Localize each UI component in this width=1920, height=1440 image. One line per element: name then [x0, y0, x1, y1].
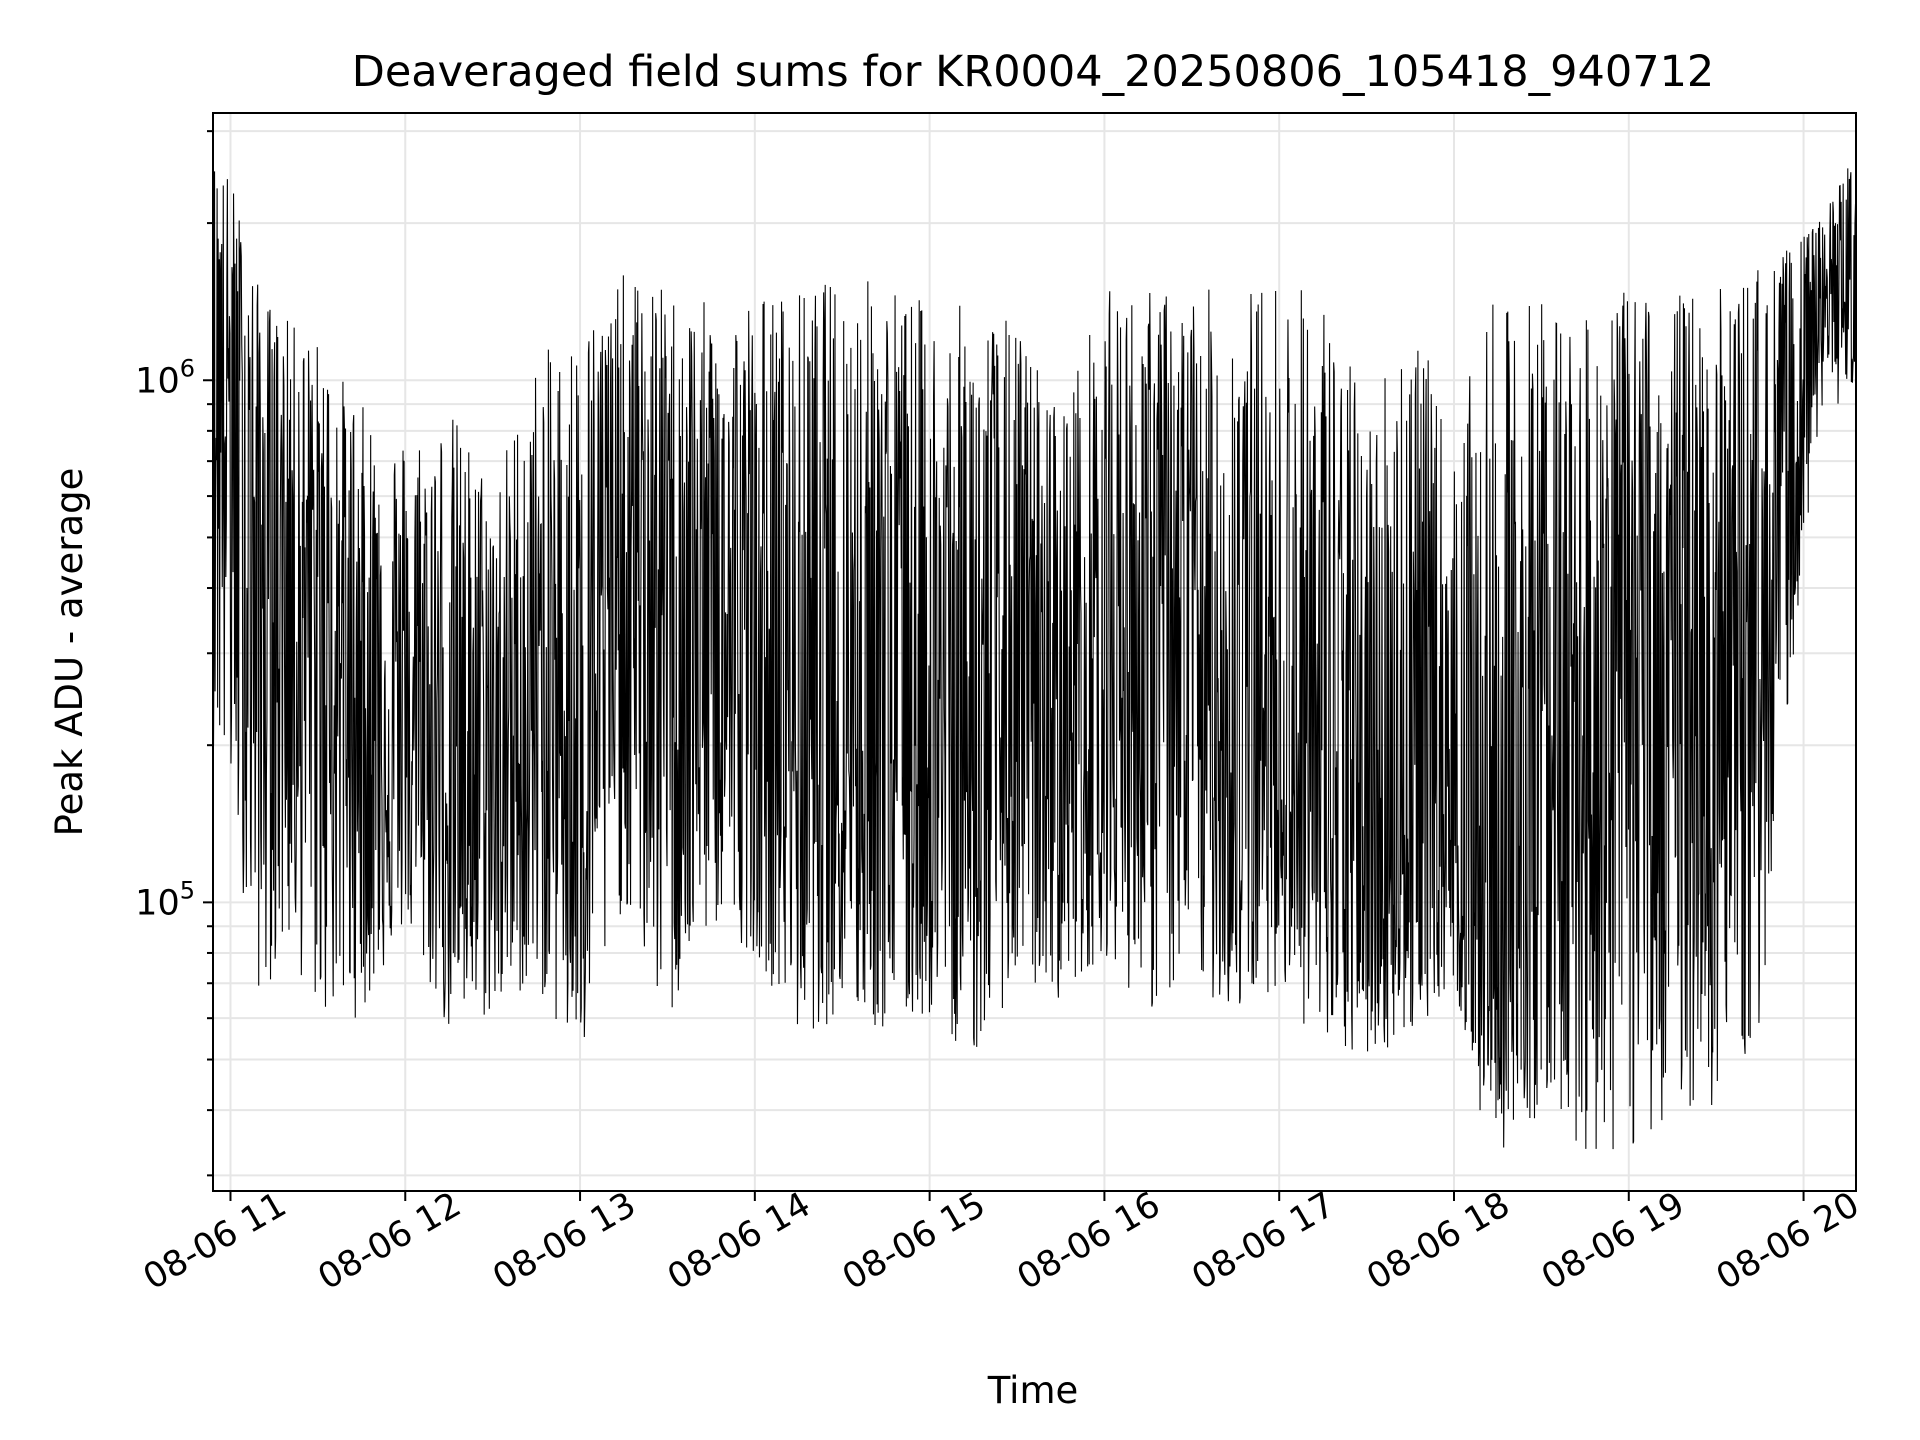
chart-title: Deaveraged field sums for KR0004_2025080…	[352, 47, 1715, 97]
x-axis-label: Time	[987, 1369, 1079, 1412]
y-tick-label: 105	[135, 876, 195, 923]
plot-frame	[212, 112, 1857, 1192]
series-line	[212, 168, 1857, 1150]
y-tick-label: 106	[135, 354, 195, 401]
y-axis-label: Peak ADU - average	[48, 468, 91, 837]
data-line	[212, 168, 1857, 1150]
y-axis: 105 106	[135, 130, 213, 1177]
